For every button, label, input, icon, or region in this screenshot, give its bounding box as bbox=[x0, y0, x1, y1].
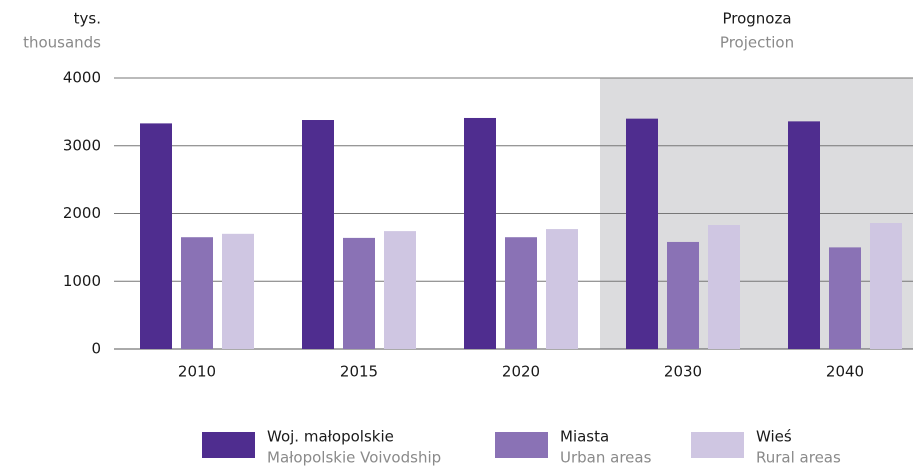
legend-label-en: Urban areas bbox=[560, 449, 652, 466]
y-tick-label: 4000 bbox=[63, 69, 101, 87]
bar bbox=[181, 237, 213, 349]
annotation: Prognoza bbox=[722, 10, 791, 28]
bar bbox=[829, 247, 861, 349]
bar bbox=[505, 237, 537, 349]
legend-swatch bbox=[691, 432, 744, 458]
bar bbox=[302, 120, 334, 349]
y-tick-label: 3000 bbox=[63, 136, 101, 154]
legend-label-en: Małopolskie Voivodship bbox=[267, 449, 441, 466]
bar bbox=[222, 233, 254, 349]
legend-label-en: Rural areas bbox=[756, 449, 841, 466]
y-tick-label: 2000 bbox=[63, 204, 101, 222]
bar bbox=[140, 123, 172, 349]
y-tick-label: 0 bbox=[91, 340, 101, 358]
x-tick-label: 2030 bbox=[664, 363, 702, 381]
bar bbox=[788, 121, 820, 349]
legend-swatch bbox=[495, 432, 548, 458]
bar bbox=[546, 229, 578, 349]
y-axis-label: tys. bbox=[74, 10, 101, 28]
bar bbox=[384, 231, 416, 349]
legend-swatch bbox=[202, 432, 255, 458]
x-tick-label: 2010 bbox=[178, 363, 216, 381]
bar bbox=[870, 222, 902, 349]
bar bbox=[708, 225, 740, 349]
x-tick-label: 2020 bbox=[502, 363, 540, 381]
bar bbox=[626, 118, 658, 350]
bar bbox=[343, 237, 375, 349]
legend-label: Woj. małopolskie bbox=[267, 428, 394, 446]
x-tick-label: 2040 bbox=[826, 363, 864, 381]
legend-label: Miasta bbox=[560, 428, 609, 446]
legend-label: Wieś bbox=[756, 428, 792, 446]
bar bbox=[667, 241, 699, 349]
annotation-en: Projection bbox=[720, 34, 794, 52]
bar bbox=[464, 117, 496, 349]
y-tick-label: 1000 bbox=[63, 272, 101, 290]
x-tick-label: 2015 bbox=[340, 363, 378, 381]
y-axis-label-en: thousands bbox=[23, 34, 101, 52]
